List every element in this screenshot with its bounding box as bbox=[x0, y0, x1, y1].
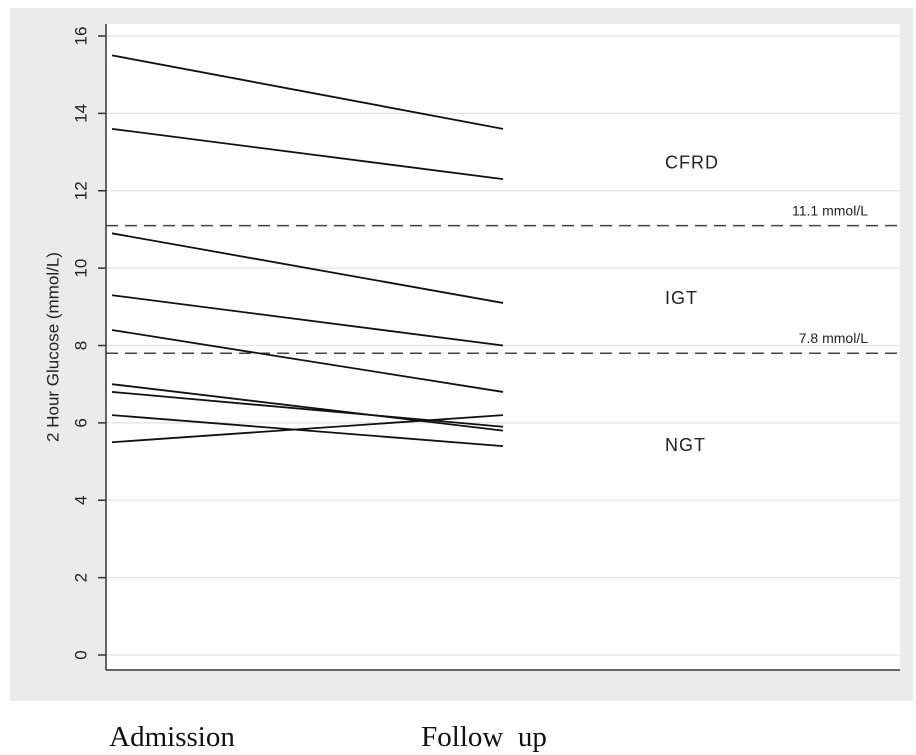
region-label: IGT bbox=[665, 288, 698, 308]
plot-area bbox=[106, 24, 900, 670]
y-ticks: 0 2 4 6 8 10 12 14 16 bbox=[71, 27, 106, 660]
series-line bbox=[111, 54, 504, 130]
x-category-labels: Admission Follow up bbox=[109, 721, 547, 753]
annotations: CFRD IGT NGT bbox=[665, 152, 719, 455]
series-line bbox=[111, 414, 504, 444]
series-lines bbox=[111, 54, 504, 447]
y-tick-label: 14 bbox=[71, 104, 90, 123]
y-tick-label: 16 bbox=[71, 27, 90, 46]
reference-line-label: 7.8 mmol/L bbox=[799, 330, 868, 346]
series-line bbox=[111, 232, 504, 304]
region-label: CFRD bbox=[665, 152, 719, 172]
y-tick-label: 8 bbox=[71, 341, 90, 350]
series-line bbox=[111, 391, 504, 428]
series-line bbox=[111, 414, 504, 447]
series-line bbox=[111, 294, 504, 347]
reference-line-label: 11.1 mmol/L bbox=[792, 203, 868, 219]
axes bbox=[105, 24, 900, 671]
x-category-label: Admission bbox=[109, 721, 235, 753]
y-tick-label: 6 bbox=[71, 418, 90, 427]
series-line bbox=[111, 127, 504, 181]
x-category-label: Follow up bbox=[421, 721, 547, 753]
reference-lines: 11.1 mmol/L 7.8 mmol/L bbox=[106, 203, 900, 354]
y-tick-label: 4 bbox=[71, 496, 90, 505]
y-tick-label: 10 bbox=[71, 259, 90, 278]
y-tick-label: 2 bbox=[71, 573, 90, 582]
y-tick-label: 12 bbox=[71, 181, 90, 200]
series-line bbox=[111, 383, 504, 432]
y-tick-label: 0 bbox=[71, 650, 90, 659]
series-line bbox=[111, 329, 504, 393]
grid-lines bbox=[106, 35, 900, 656]
y-axis-title: 2 Hour Glucose (mmol/L) bbox=[43, 252, 62, 442]
region-label: NGT bbox=[665, 435, 706, 455]
